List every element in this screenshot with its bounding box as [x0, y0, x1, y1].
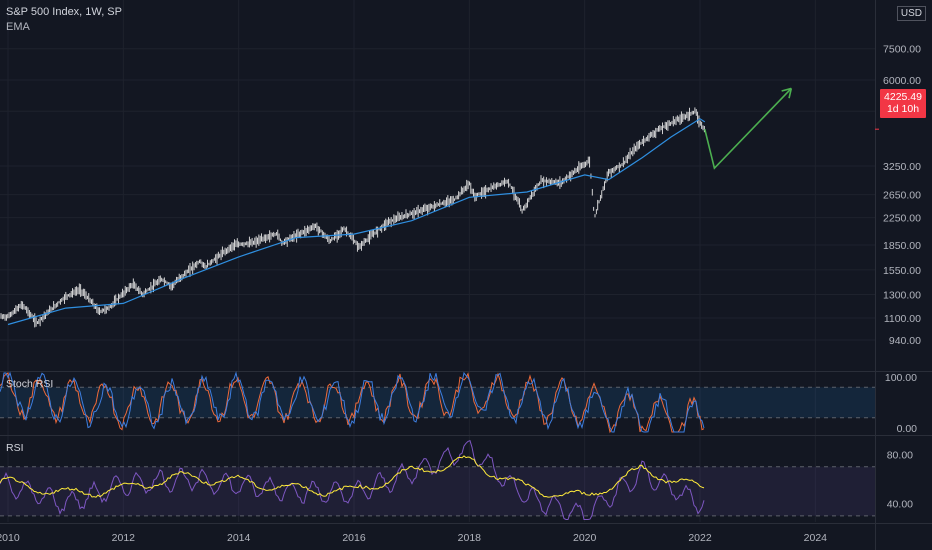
rsi-band-fill: [0, 466, 875, 516]
price-tick-1: 1100.00: [884, 313, 921, 325]
chart-title: S&P 500 Index, 1W, SP: [6, 6, 122, 18]
time-tick-4: 2018: [458, 532, 482, 544]
grid-lines: [0, 0, 875, 522]
price-tick-0: 940.00: [889, 335, 921, 347]
projection-path: [704, 87, 792, 170]
stoch-rsi-label[interactable]: Stoch RSI: [6, 378, 54, 390]
stoch-k-line: [0, 371, 705, 433]
price-axis[interactable]: 940.00 1100.00 1300.00 1550.00 1850.00 2250.0…: [875, 44, 921, 511]
ema-legend[interactable]: EMA: [6, 21, 30, 33]
stoch-rsi-lines: [0, 371, 705, 434]
price-tick-9: 6000.00: [883, 75, 921, 87]
rsi-tick-0: 40.00: [887, 499, 913, 511]
time-tick-1: 2012: [112, 532, 136, 544]
price-candles: [0, 107, 705, 328]
rsi-label[interactable]: RSI: [6, 442, 24, 454]
bar-countdown: 1d 10h: [886, 103, 920, 115]
ema-line: [7, 118, 706, 326]
price-tick-3: 1550.00: [883, 265, 921, 277]
last-price-value: 4225.49: [884, 91, 922, 103]
last-price-badge: 4225.49 1d 10h: [880, 89, 926, 118]
stoch-tick-1: 100.00: [885, 372, 917, 384]
rsi-lines: [0, 440, 705, 520]
price-tick-6: 2650.00: [883, 190, 921, 202]
projection-arrowhead-1: [781, 87, 792, 92]
ema-series: [7, 118, 706, 326]
projection-arrowhead-0: [788, 88, 793, 99]
stoch-d-line: [0, 372, 705, 434]
price-tick-2: 1300.00: [883, 290, 921, 302]
price-tick-10: 7500.00: [883, 44, 921, 56]
time-tick-3: 2016: [342, 532, 366, 544]
projection-arrow: [704, 87, 793, 170]
time-tick-0: 2010: [0, 532, 20, 544]
rsi-line: [0, 440, 705, 520]
price-tick-7: 3250.00: [883, 161, 921, 173]
rsi-tick-1: 80.00: [887, 449, 913, 461]
time-axis[interactable]: 2010 2012 2014 2016 2018 2020 2022 2024: [0, 532, 827, 544]
time-tick-7: 2024: [804, 532, 828, 544]
price-tick-5: 2250.00: [883, 213, 921, 225]
rsi-ma-line: [0, 455, 705, 498]
time-tick-2: 2014: [227, 532, 251, 544]
time-tick-6: 2022: [688, 532, 712, 544]
time-tick-5: 2020: [573, 532, 597, 544]
currency-badge[interactable]: USD: [896, 6, 926, 21]
price-tick-4: 1850.00: [883, 240, 921, 252]
stoch-tick-0: 0.00: [897, 423, 918, 435]
